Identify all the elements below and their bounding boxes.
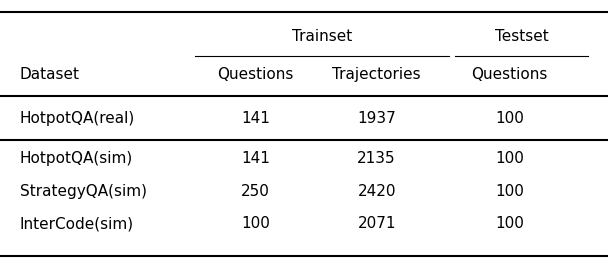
Text: 141: 141 <box>241 151 270 166</box>
Text: Trainset: Trainset <box>292 29 352 44</box>
Text: 100: 100 <box>496 216 524 231</box>
Text: HotpotQA(sim): HotpotQA(sim) <box>19 151 133 166</box>
Text: StrategyQA(sim): StrategyQA(sim) <box>19 184 147 199</box>
Text: HotpotQA(real): HotpotQA(real) <box>19 110 135 125</box>
Text: InterCode(sim): InterCode(sim) <box>19 216 134 231</box>
Text: Dataset: Dataset <box>19 67 80 82</box>
Text: 100: 100 <box>241 216 270 231</box>
Text: 100: 100 <box>496 110 524 125</box>
Text: Testset: Testset <box>495 29 549 44</box>
Text: 2420: 2420 <box>358 184 396 199</box>
Text: 100: 100 <box>496 184 524 199</box>
Text: Questions: Questions <box>218 67 294 82</box>
Text: 2071: 2071 <box>358 216 396 231</box>
Text: Questions: Questions <box>472 67 548 82</box>
Text: 1937: 1937 <box>358 110 396 125</box>
Text: Trajectories: Trajectories <box>333 67 421 82</box>
Text: 100: 100 <box>496 151 524 166</box>
Text: 250: 250 <box>241 184 270 199</box>
Text: 141: 141 <box>241 110 270 125</box>
Text: 2135: 2135 <box>358 151 396 166</box>
